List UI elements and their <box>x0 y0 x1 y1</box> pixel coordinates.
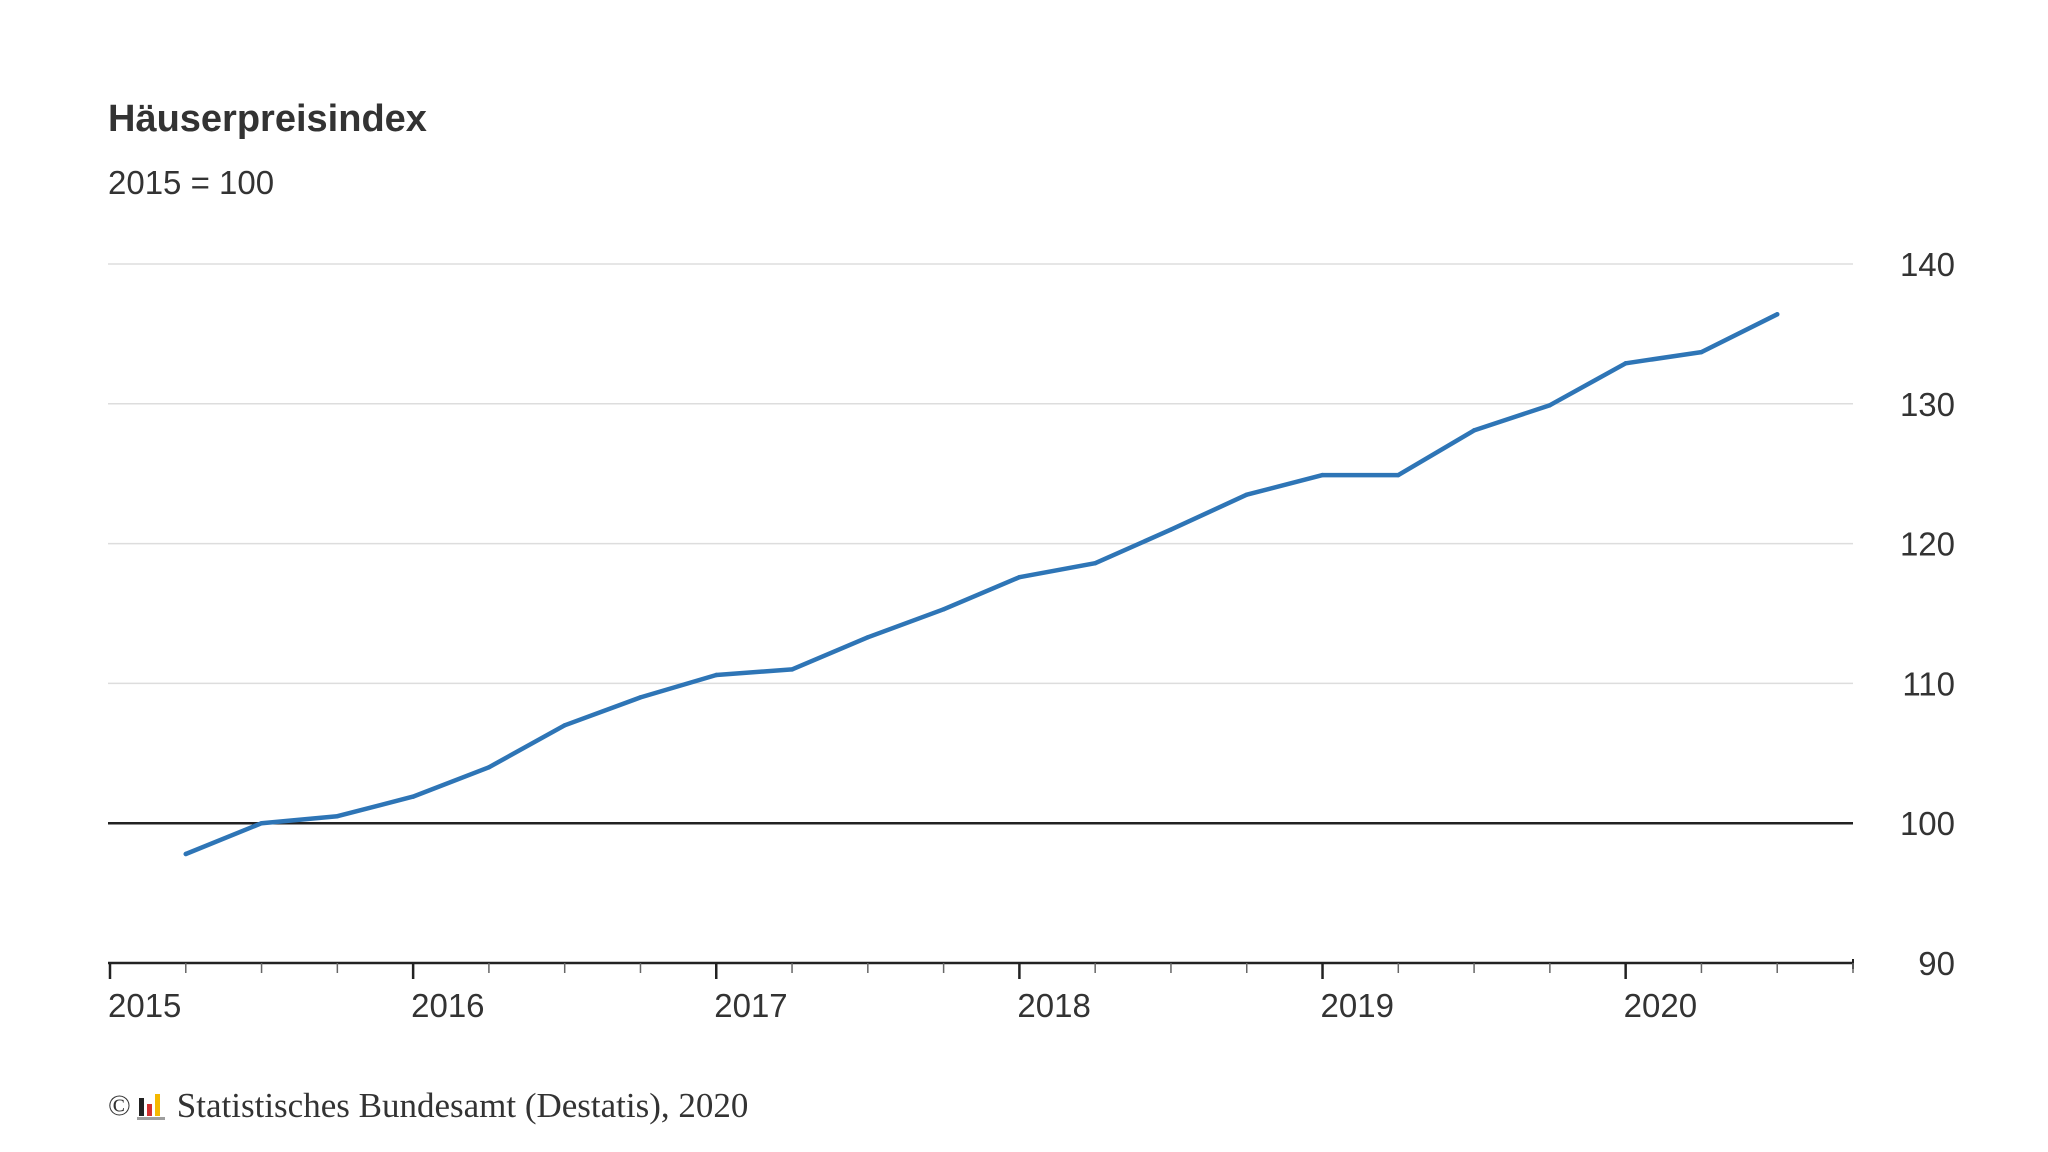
chart-subtitle: 2015 = 100 <box>108 164 275 201</box>
data-point <box>1623 361 1628 366</box>
data-point <box>941 607 946 612</box>
x-tick-label: 2020 <box>1624 987 1697 1024</box>
data-point <box>638 695 643 700</box>
data-point <box>259 821 264 826</box>
data-point <box>1244 492 1249 497</box>
data-point <box>1168 527 1174 532</box>
y-tick-label: 140 <box>1900 246 1955 283</box>
data-point <box>1017 574 1022 580</box>
data-point <box>1547 402 1553 408</box>
data-point <box>410 794 416 799</box>
y-tick-label: 130 <box>1900 386 1955 423</box>
x-tick-label: 2016 <box>411 987 484 1024</box>
data-point <box>335 814 340 819</box>
data-point <box>865 635 871 640</box>
data-point <box>1092 560 1098 566</box>
y-tick-label: 100 <box>1900 805 1955 842</box>
data-point <box>183 851 188 857</box>
y-tick-label: 110 <box>1902 665 1955 702</box>
data-point <box>714 672 719 678</box>
x-tick-label: 2017 <box>714 987 787 1024</box>
series-line <box>183 312 1780 857</box>
copyright-icon: © <box>108 1089 131 1122</box>
data-point <box>789 667 795 672</box>
source-text: Statistisches Bundesamt (Destatis), 2020 <box>176 1086 749 1125</box>
y-tick-label: 90 <box>1918 945 1955 982</box>
x-tick-label: 2019 <box>1321 987 1394 1024</box>
source-note: © Statistisches Bundesamt (Destatis), 20… <box>108 1086 748 1126</box>
destatis-logo-icon <box>136 1092 165 1120</box>
y-tick-label: 120 <box>1900 526 1955 563</box>
data-point <box>1320 472 1325 478</box>
x-tick-label: 2015 <box>108 987 181 1024</box>
data-point <box>562 723 567 728</box>
data-point <box>1396 472 1401 478</box>
data-point <box>486 765 492 770</box>
data-point <box>1775 312 1780 317</box>
x-tick-label: 2018 <box>1017 987 1090 1024</box>
data-point <box>1699 349 1704 355</box>
data-point <box>1471 428 1477 433</box>
chart-title: Häuserpreisindex <box>108 98 427 140</box>
